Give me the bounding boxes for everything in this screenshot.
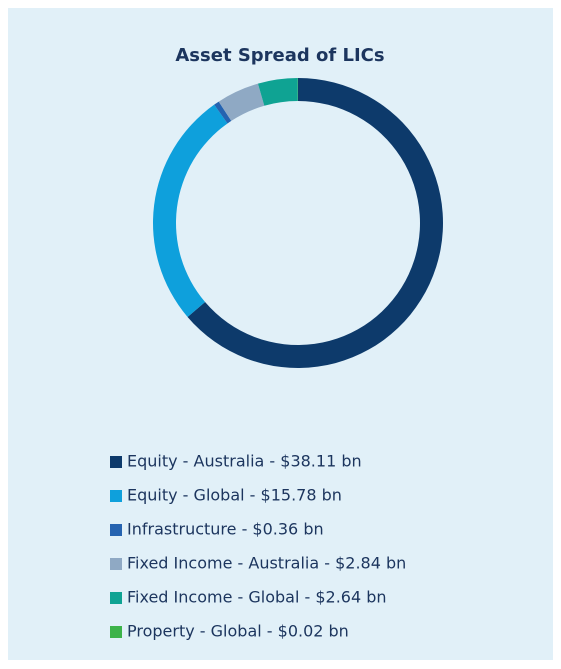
legend-label: Property - Global - $0.02 bn [127, 622, 349, 641]
legend-swatch [110, 592, 122, 604]
legend-swatch [110, 524, 122, 536]
legend-label: Fixed Income - Australia - $2.84 bn [127, 554, 406, 573]
legend-swatch [110, 558, 122, 570]
panel [8, 8, 553, 660]
legend-swatch [110, 456, 122, 468]
chart-title: Asset Spread of LICs [175, 45, 384, 66]
donut-segment [214, 101, 232, 124]
legend-label: Infrastructure - $0.36 bn [127, 520, 324, 539]
legend-label: Equity - Australia - $38.11 bn [127, 452, 362, 471]
legend-swatch [110, 626, 122, 638]
donut-segment [257, 78, 298, 106]
legend-swatch [110, 490, 122, 502]
donut-segment [218, 83, 265, 121]
legend-label: Fixed Income - Global - $2.64 bn [127, 588, 387, 607]
donut-segment [153, 104, 228, 317]
legend-label: Equity - Global - $15.78 bn [127, 486, 342, 505]
donut-segment [187, 78, 444, 368]
